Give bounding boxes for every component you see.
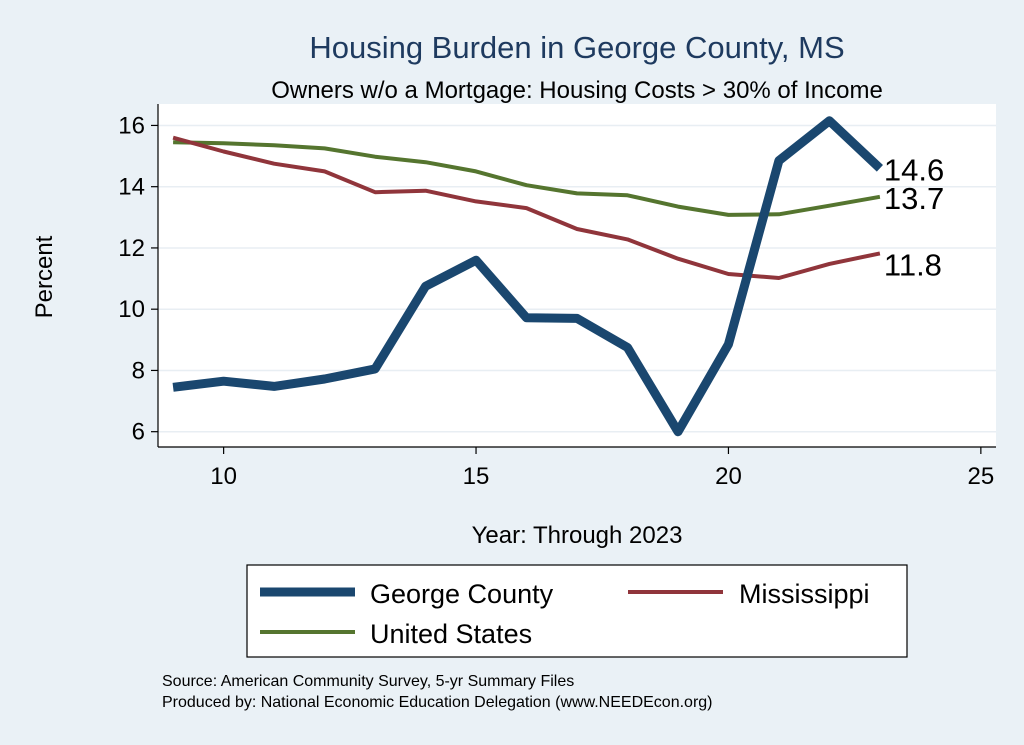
end-label-united-states: 13.7 (884, 181, 944, 216)
legend (246, 564, 908, 658)
series-lines (172, 116, 883, 437)
gridlines (158, 124, 996, 433)
end-labels: 14.6 11.8 13.7 (884, 152, 944, 282)
legend-label-mississippi: Mississippi (739, 579, 870, 609)
y-axis-ticks: 6 8 10 12 14 16 (118, 112, 158, 446)
x-tick-label: 15 (463, 463, 490, 490)
x-tick-label: 25 (968, 463, 995, 490)
x-axis-label: Year: Through 2023 (472, 522, 683, 549)
legend-label-george-county: George County (370, 579, 554, 609)
chart-title: Housing Burden in George County, MS (309, 30, 844, 65)
y-tick-label: 6 (132, 419, 145, 446)
chart-subtitle: Owners w/o a Mortgage: Housing Costs > 3… (271, 77, 883, 104)
x-tick-label: 20 (715, 463, 742, 490)
legend-label-united-states: United States (370, 619, 532, 649)
y-tick-label: 8 (132, 357, 145, 384)
end-label-george-county: 14.6 (884, 152, 944, 187)
y-tick-label: 14 (118, 174, 145, 201)
y-tick-label: 16 (118, 112, 145, 139)
produced-by-line: Produced by: National Economic Education… (162, 694, 713, 711)
y-tick-label: 12 (118, 235, 145, 262)
plot-area (158, 104, 996, 447)
y-tick-label: 10 (118, 296, 145, 323)
source-line: Source: American Community Survey, 5-yr … (162, 673, 574, 690)
x-axis-ticks: 10 15 20 25 (210, 447, 994, 490)
x-tick-label: 10 (210, 463, 237, 490)
end-label-mississippi: 11.8 (884, 247, 942, 282)
y-axis-label: Percent (31, 235, 58, 318)
